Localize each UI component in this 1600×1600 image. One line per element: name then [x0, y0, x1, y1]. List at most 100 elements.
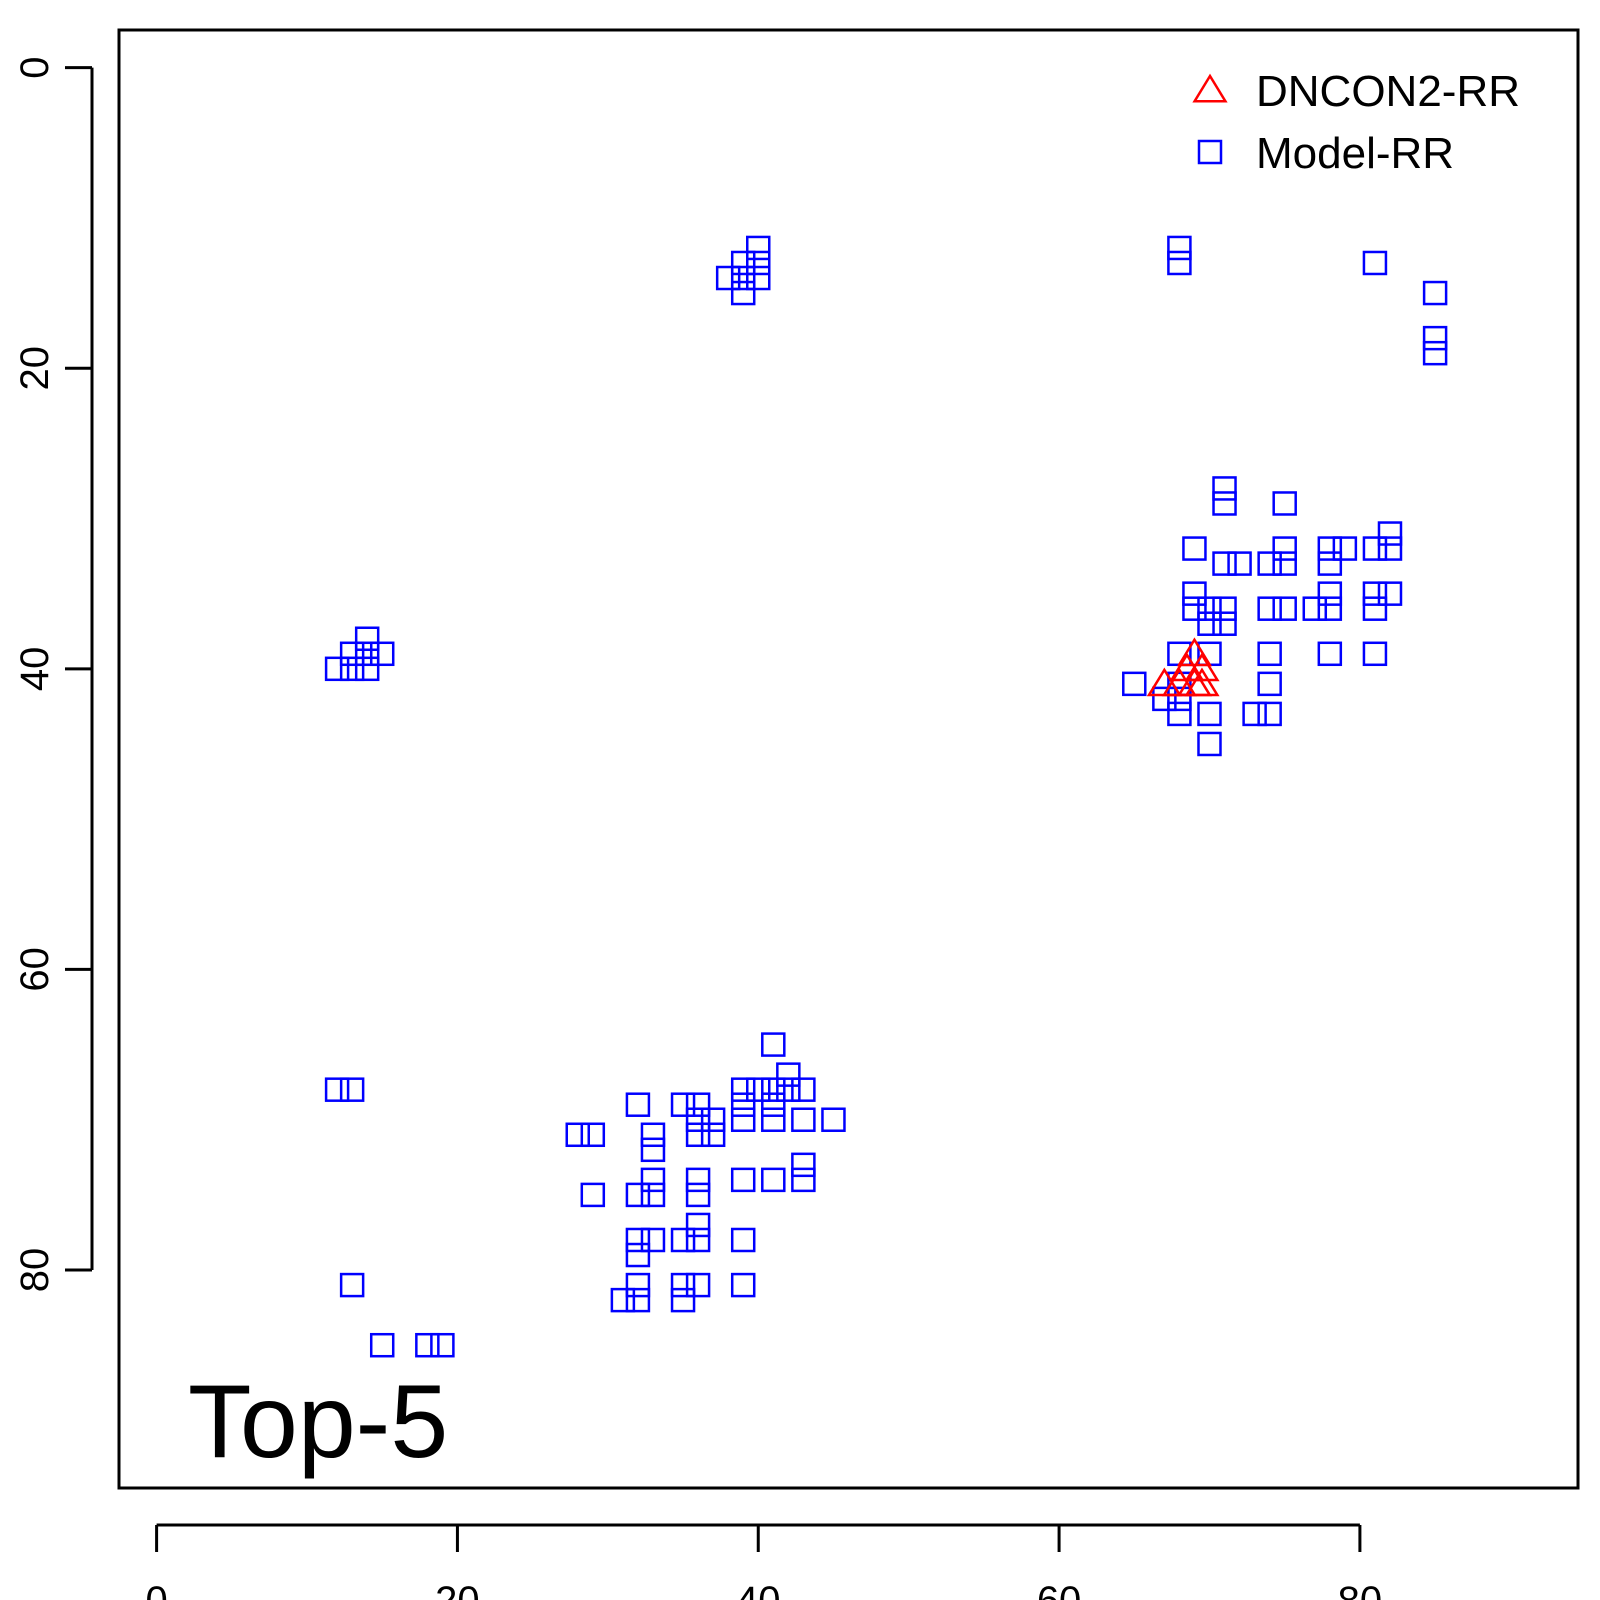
square-marker: [580, 1122, 606, 1148]
square-marker: [640, 1137, 666, 1163]
x-axis: 0 20 40 60 80: [145, 1523, 1383, 1600]
square-marker: [1302, 596, 1328, 621]
square-marker: [324, 1077, 350, 1102]
square-marker: [339, 1272, 365, 1298]
square-marker: [685, 1272, 711, 1298]
square-marker: [1257, 671, 1282, 697]
square-marker: [1272, 551, 1297, 576]
square-marker: [354, 641, 380, 667]
legend-square-icon: [1197, 139, 1223, 165]
square-marker: [625, 1182, 651, 1208]
square-marker: [1377, 581, 1403, 606]
square-marker: [670, 1092, 696, 1117]
square-marker: [715, 265, 741, 291]
square-marker: [685, 1182, 711, 1208]
square-marker: [640, 1167, 666, 1193]
square-marker: [761, 1092, 786, 1117]
square-marker: [565, 1122, 591, 1148]
square-marker: [685, 1092, 711, 1117]
square-marker: [1212, 491, 1237, 516]
square-marker: [1377, 536, 1403, 561]
square-marker: [1167, 250, 1192, 276]
square-marker: [1167, 235, 1192, 261]
square-marker: [1257, 551, 1282, 576]
square-marker: [324, 656, 350, 682]
triangle-marker: [1184, 667, 1220, 697]
square-marker: [746, 235, 771, 261]
square-marker: [1167, 686, 1192, 712]
plot-frame: [117, 28, 1580, 1490]
square-marker: [1362, 250, 1388, 276]
square-marker: [1362, 536, 1388, 561]
square-marker: [625, 1227, 651, 1253]
square-marker: [640, 1182, 666, 1208]
square-marker: [1422, 325, 1448, 351]
y-tick-label: 0: [13, 56, 57, 78]
square-marker: [1422, 340, 1448, 366]
square-marker: [1212, 596, 1237, 621]
square-marker: [1317, 551, 1343, 576]
legend-label: DNCON2-RR: [1256, 67, 1520, 116]
legend-item: DNCON2-RR: [1192, 67, 1520, 116]
square-marker: [730, 1092, 756, 1117]
square-marker: [685, 1122, 711, 1148]
legend-item: Model-RR: [1197, 129, 1454, 178]
square-marker: [791, 1107, 816, 1132]
x-tick-label: 60: [1037, 1579, 1082, 1600]
square-marker: [685, 1227, 711, 1253]
square-marker: [685, 1107, 711, 1132]
square-marker: [339, 656, 365, 682]
square-marker: [730, 1272, 756, 1298]
square-marker: [1212, 476, 1237, 501]
x-tick-label: 0: [145, 1579, 167, 1600]
y-tick-label: 20: [13, 346, 57, 391]
square-marker: [761, 1167, 786, 1193]
square-marker: [730, 1227, 756, 1253]
square-marker: [1362, 581, 1388, 606]
square-marker: [339, 641, 365, 667]
square-marker: [670, 1227, 696, 1253]
square-marker: [580, 1182, 606, 1208]
y-tick-label: 80: [13, 1248, 57, 1293]
square-marker: [1197, 596, 1222, 621]
square-marker: [625, 1272, 651, 1298]
square-marker: [1362, 596, 1388, 621]
data-marks: [324, 235, 1448, 1358]
square-marker: [1362, 641, 1388, 667]
square-marker: [1272, 536, 1297, 561]
square-marker: [761, 1077, 786, 1102]
y-tick-label: 40: [13, 647, 57, 692]
square-marker: [1122, 671, 1147, 697]
square-marker: [670, 1272, 696, 1298]
square-marker: [1227, 551, 1252, 576]
square-marker: [610, 1287, 636, 1313]
square-marker: [821, 1107, 846, 1132]
square-marker: [1197, 731, 1222, 757]
y-tick-label: 60: [13, 947, 57, 992]
x-tick-label: 80: [1338, 1579, 1383, 1600]
square-marker: [685, 1212, 711, 1238]
square-marker: [730, 250, 756, 276]
square-marker: [685, 1167, 711, 1193]
square-marker: [700, 1122, 726, 1148]
square-marker: [369, 1332, 395, 1358]
square-marker: [1317, 641, 1343, 667]
square-marker: [776, 1077, 801, 1102]
square-marker: [761, 1032, 786, 1057]
x-tick-label: 40: [736, 1579, 781, 1600]
legend: DNCON2-RR Model-RR: [1192, 67, 1520, 178]
square-marker: [1182, 536, 1207, 561]
square-marker: [746, 1077, 771, 1102]
square-marker: [1197, 611, 1222, 636]
square-marker: [1377, 521, 1403, 546]
square-marker: [730, 265, 756, 291]
square-marker: [1317, 536, 1343, 561]
square-marker: [625, 1242, 651, 1268]
square-marker: [369, 641, 395, 667]
series-model-rr: [324, 235, 1448, 1358]
square-marker: [730, 280, 756, 306]
top-5-annotation: Top-5: [188, 1364, 448, 1480]
triangle-marker: [1184, 652, 1220, 682]
square-marker: [746, 250, 771, 276]
square-marker: [1152, 686, 1177, 712]
